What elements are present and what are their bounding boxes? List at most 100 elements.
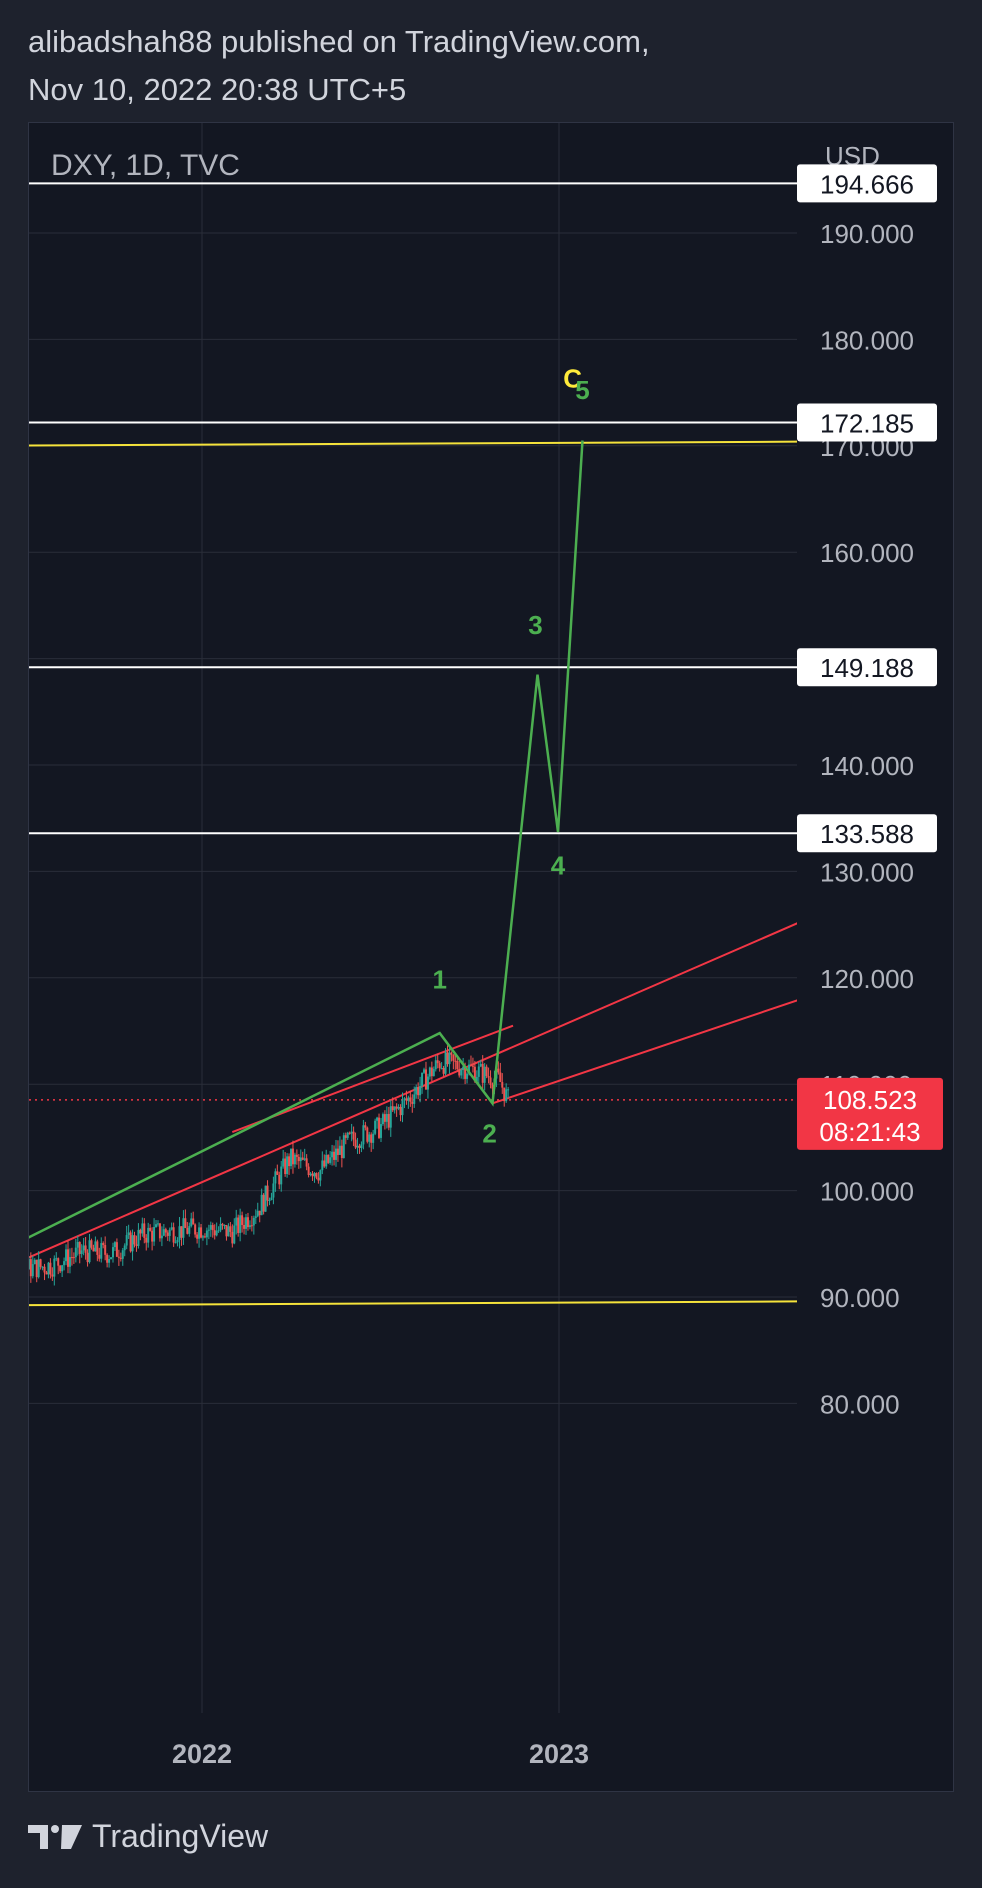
candle-body (346, 1132, 349, 1138)
candle-body (471, 1065, 474, 1067)
candle-body (246, 1217, 249, 1228)
candle-body (176, 1240, 179, 1243)
candle-body (221, 1223, 224, 1226)
candle-body (100, 1243, 103, 1259)
wave-label: 5 (575, 375, 589, 405)
candle-body (278, 1174, 281, 1185)
candle-body (86, 1252, 89, 1263)
candle-body (374, 1120, 377, 1134)
candle-body (184, 1218, 187, 1228)
candle-body (143, 1223, 146, 1238)
candle-body (450, 1052, 453, 1055)
level-price-label: 172.185 (820, 409, 914, 439)
candle-body (135, 1244, 138, 1246)
candle-body (323, 1160, 326, 1167)
candle-body (338, 1145, 341, 1155)
candle-body (98, 1254, 101, 1259)
candle-body (102, 1243, 105, 1246)
candle-body (397, 1106, 400, 1109)
candle-body (317, 1177, 320, 1181)
level-price-tag[interactable] (797, 648, 937, 687)
candle-body (385, 1113, 388, 1122)
level-price-label: 133.588 (820, 819, 914, 849)
candle-body (290, 1148, 293, 1167)
candle-body (473, 1066, 476, 1082)
candle-body (456, 1061, 459, 1070)
candle-body (260, 1194, 263, 1216)
candle-body (141, 1223, 144, 1234)
channel-line (492, 999, 797, 1105)
level-price-tag[interactable] (797, 403, 937, 442)
brand-name: TradingView (92, 1818, 269, 1854)
candle-body (458, 1069, 461, 1076)
candle-body (477, 1066, 480, 1077)
candle-body (213, 1230, 216, 1236)
candle-body (340, 1145, 343, 1159)
candle-body (29, 1259, 30, 1270)
candle-body (217, 1230, 220, 1232)
candle-body (106, 1254, 109, 1263)
chart-panel[interactable]: 80.00090.000100.000110.000120.000130.000… (28, 122, 954, 1792)
candle-body (426, 1076, 429, 1090)
candle-body (297, 1156, 300, 1162)
candle-body (49, 1262, 52, 1275)
current-price-tag[interactable] (797, 1077, 943, 1150)
candle-body (423, 1069, 426, 1073)
candle-body (203, 1236, 206, 1238)
candle-body (505, 1089, 508, 1102)
candle-body (356, 1145, 359, 1148)
candle-body (31, 1264, 34, 1277)
channel-line (29, 922, 797, 1259)
candle-body (354, 1139, 357, 1148)
candle-body (409, 1097, 412, 1102)
level-price-tag[interactable] (797, 814, 937, 853)
candle-body (158, 1223, 161, 1239)
candle-body (352, 1131, 355, 1140)
candle-body (153, 1227, 156, 1242)
candle-body (407, 1097, 410, 1101)
candle-body (186, 1227, 189, 1234)
candle-body (487, 1075, 490, 1078)
candle-body (162, 1229, 165, 1236)
candle-body (67, 1249, 70, 1267)
level-price-tag[interactable] (797, 164, 937, 203)
candle-body (170, 1227, 173, 1230)
candle-body (350, 1131, 353, 1134)
candle-body (444, 1052, 447, 1074)
candle-body (501, 1081, 504, 1088)
bar-countdown: 08:21:43 (819, 1117, 920, 1147)
candle-body (229, 1226, 232, 1232)
candle-body (29, 1259, 32, 1277)
candle-body (252, 1217, 255, 1226)
candle-body (421, 1072, 424, 1086)
candle-body (417, 1086, 420, 1096)
candle-body (78, 1242, 81, 1254)
candle-body (190, 1218, 193, 1227)
candle-body (155, 1224, 158, 1228)
candle-body (256, 1210, 259, 1217)
tradingview-logo-icon (28, 1824, 82, 1849)
candle-body (376, 1117, 379, 1121)
candle-body (139, 1229, 142, 1234)
candle-body (119, 1257, 122, 1259)
y-tick-label: 120.000 (820, 964, 914, 994)
candle-body (274, 1171, 277, 1184)
elliott-wave-path (29, 440, 584, 1239)
candle-body (319, 1170, 322, 1181)
candle-body (211, 1225, 214, 1231)
candle-body (121, 1250, 124, 1259)
candle-body (399, 1106, 402, 1116)
candle-body (295, 1154, 298, 1157)
candle-body (129, 1232, 132, 1252)
candle-body (104, 1245, 107, 1255)
candle-body (164, 1229, 167, 1233)
candle-body (215, 1230, 218, 1236)
price-chart[interactable]: 80.00090.000100.000110.000120.000130.000… (29, 123, 953, 1791)
candle-body (342, 1135, 345, 1159)
candle-body (108, 1259, 111, 1263)
tradingview-branding[interactable]: TradingView (28, 1818, 268, 1855)
candle-body (362, 1125, 365, 1145)
candle-body (151, 1230, 154, 1242)
candle-body (233, 1225, 236, 1244)
candle-body (436, 1060, 439, 1064)
